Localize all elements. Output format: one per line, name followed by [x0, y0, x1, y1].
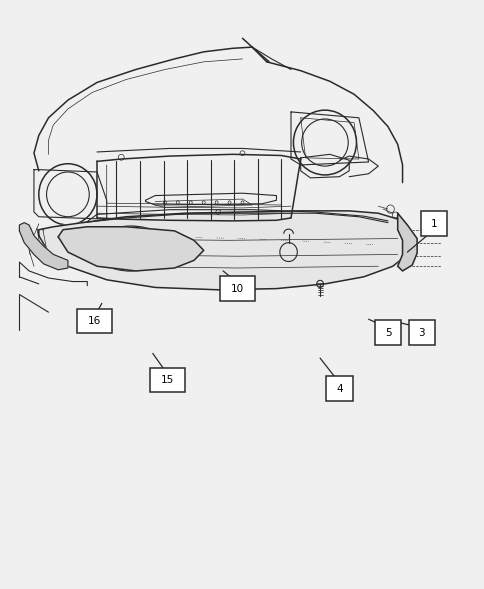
FancyBboxPatch shape [408, 320, 435, 345]
FancyBboxPatch shape [77, 309, 112, 333]
FancyBboxPatch shape [325, 376, 352, 401]
Text: 4: 4 [335, 384, 342, 393]
FancyBboxPatch shape [150, 368, 184, 392]
Text: 10: 10 [230, 284, 244, 293]
Polygon shape [19, 223, 68, 270]
Text: 16: 16 [88, 316, 101, 326]
Polygon shape [39, 211, 411, 290]
Text: 5: 5 [384, 328, 391, 337]
FancyBboxPatch shape [374, 320, 401, 345]
Text: 15: 15 [160, 375, 174, 385]
FancyBboxPatch shape [220, 276, 255, 301]
FancyBboxPatch shape [420, 211, 447, 236]
Polygon shape [58, 227, 203, 271]
Text: 1: 1 [430, 219, 437, 229]
Polygon shape [397, 213, 416, 271]
Text: 3: 3 [418, 328, 424, 337]
